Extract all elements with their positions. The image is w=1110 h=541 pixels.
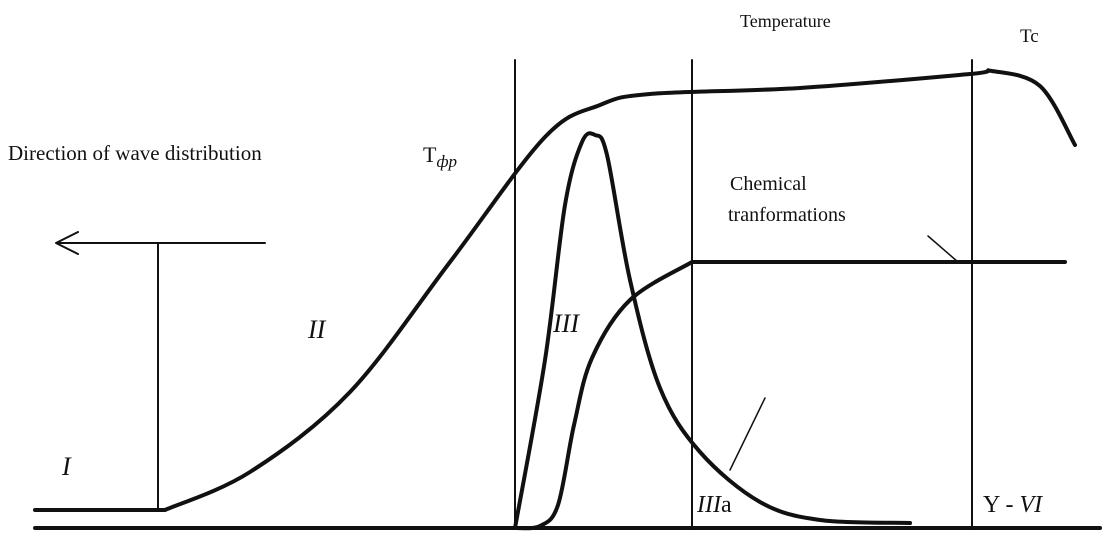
label: Chemical — [730, 173, 807, 195]
label: III — [552, 309, 580, 338]
label: Tфр — [423, 142, 457, 171]
label: II — [307, 315, 327, 344]
label: Temperature — [740, 11, 831, 31]
label: Tc — [1020, 26, 1039, 47]
arrow-head — [55, 231, 79, 255]
pointer — [729, 397, 766, 471]
chemical-curve — [513, 260, 1067, 531]
label: tranformations — [728, 204, 846, 226]
label: a — [721, 492, 732, 518]
label: Y - VI — [983, 492, 1043, 518]
pointer — [927, 235, 959, 263]
temperature-curve — [33, 68, 1077, 512]
heat-release-curve — [513, 131, 912, 530]
label: IIIa — [696, 492, 732, 518]
label: Y - — [983, 492, 1019, 518]
label-sub: фр — [436, 152, 457, 171]
label: T — [423, 142, 437, 167]
label: III — [696, 492, 722, 518]
label: VI — [1019, 492, 1043, 518]
label: I — [61, 452, 72, 481]
label: Direction of wave distribution — [8, 141, 262, 165]
